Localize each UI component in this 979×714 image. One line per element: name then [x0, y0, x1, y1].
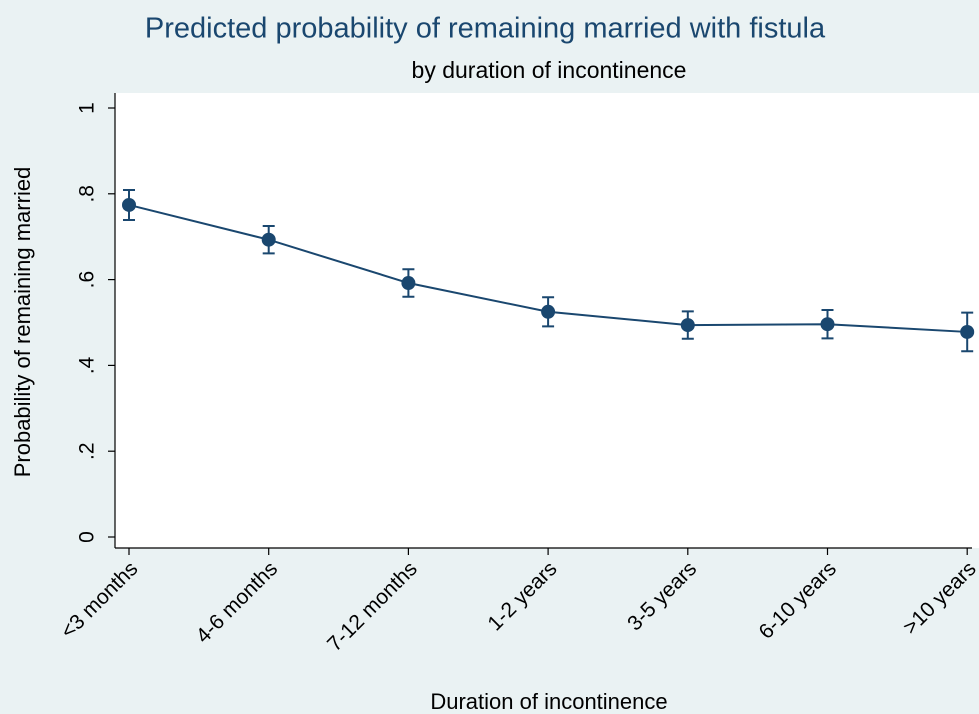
marker [541, 304, 556, 319]
x-axis-title: Duration of incontinence [430, 689, 667, 714]
marker [261, 232, 276, 247]
chart-subtitle: by duration of incontinence [412, 57, 687, 83]
y-tick-label: 1 [76, 102, 99, 114]
marker [820, 317, 835, 332]
y-axis-title: Probability of remaining married [10, 167, 35, 478]
y-tick-label: .2 [76, 442, 99, 460]
chart-title: Predicted probability of remaining marri… [145, 13, 826, 45]
marker [401, 276, 416, 291]
marker [122, 197, 136, 212]
plot-area [115, 93, 979, 548]
y-tick-label: 0 [76, 531, 99, 543]
y-tick-label: .4 [76, 356, 99, 374]
marker [680, 318, 695, 333]
y-tick-label: .8 [76, 185, 99, 203]
y-tick-label: .6 [76, 271, 99, 289]
marker [960, 324, 975, 339]
